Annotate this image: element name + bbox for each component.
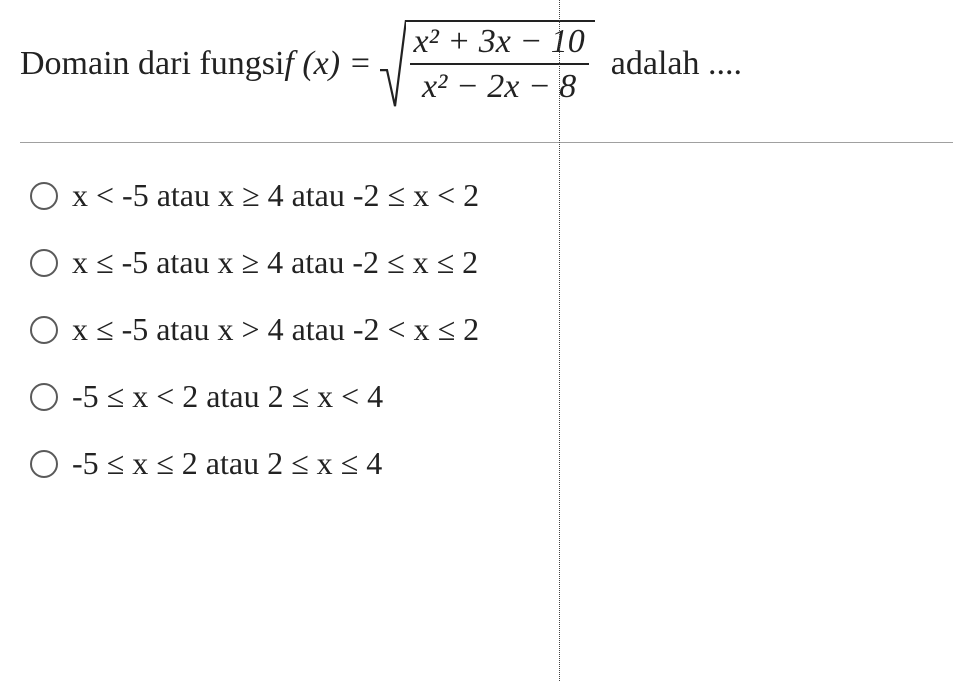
fraction-bar: [410, 63, 589, 65]
option-4-text: -5 ≤ x < 2 atau 2 ≤ x < 4: [72, 378, 383, 415]
option-1[interactable]: x < -5 atau x ≥ 4 atau -2 ≤ x < 2: [30, 177, 953, 214]
question-area: Domain dari fungsi f (x) = x² + 3x − 10 …: [0, 0, 973, 502]
radio-icon[interactable]: [30, 450, 58, 478]
fraction-numerator: x² + 3x − 10: [410, 22, 589, 61]
radio-icon[interactable]: [30, 383, 58, 411]
radio-icon[interactable]: [30, 249, 58, 277]
option-5-text: -5 ≤ x ≤ 2 atau 2 ≤ x ≤ 4: [72, 445, 382, 482]
sqrt-radical-icon: [378, 20, 406, 108]
question-fx: f (x) =: [284, 45, 371, 83]
option-2-text: x ≤ -5 atau x ≥ 4 atau -2 ≤ x ≤ 2: [72, 244, 478, 281]
question-suffix: adalah ....: [611, 45, 742, 83]
option-3[interactable]: x ≤ -5 atau x > 4 atau -2 < x ≤ 2: [30, 311, 953, 348]
option-1-text: x < -5 atau x ≥ 4 atau -2 ≤ x < 2: [72, 177, 479, 214]
question-line: Domain dari fungsi f (x) = x² + 3x − 10 …: [20, 20, 953, 108]
option-4[interactable]: -5 ≤ x < 2 atau 2 ≤ x < 4: [30, 378, 953, 415]
fraction-denominator: x² − 2x − 8: [418, 67, 580, 106]
option-3-text: x ≤ -5 atau x > 4 atau -2 < x ≤ 2: [72, 311, 479, 348]
options-list: x < -5 atau x ≥ 4 atau -2 ≤ x < 2 x ≤ -5…: [20, 177, 953, 482]
radio-icon[interactable]: [30, 316, 58, 344]
option-5[interactable]: -5 ≤ x ≤ 2 atau 2 ≤ x ≤ 4: [30, 445, 953, 482]
sqrt-body: x² + 3x − 10 x² − 2x − 8: [406, 20, 595, 108]
vertical-guide-line-1: [559, 0, 560, 681]
math-sqrt-fraction: x² + 3x − 10 x² − 2x − 8: [378, 20, 595, 108]
separator-line: [20, 142, 953, 143]
radio-icon[interactable]: [30, 182, 58, 210]
question-prefix: Domain dari fungsi: [20, 45, 284, 83]
option-2[interactable]: x ≤ -5 atau x ≥ 4 atau -2 ≤ x ≤ 2: [30, 244, 953, 281]
